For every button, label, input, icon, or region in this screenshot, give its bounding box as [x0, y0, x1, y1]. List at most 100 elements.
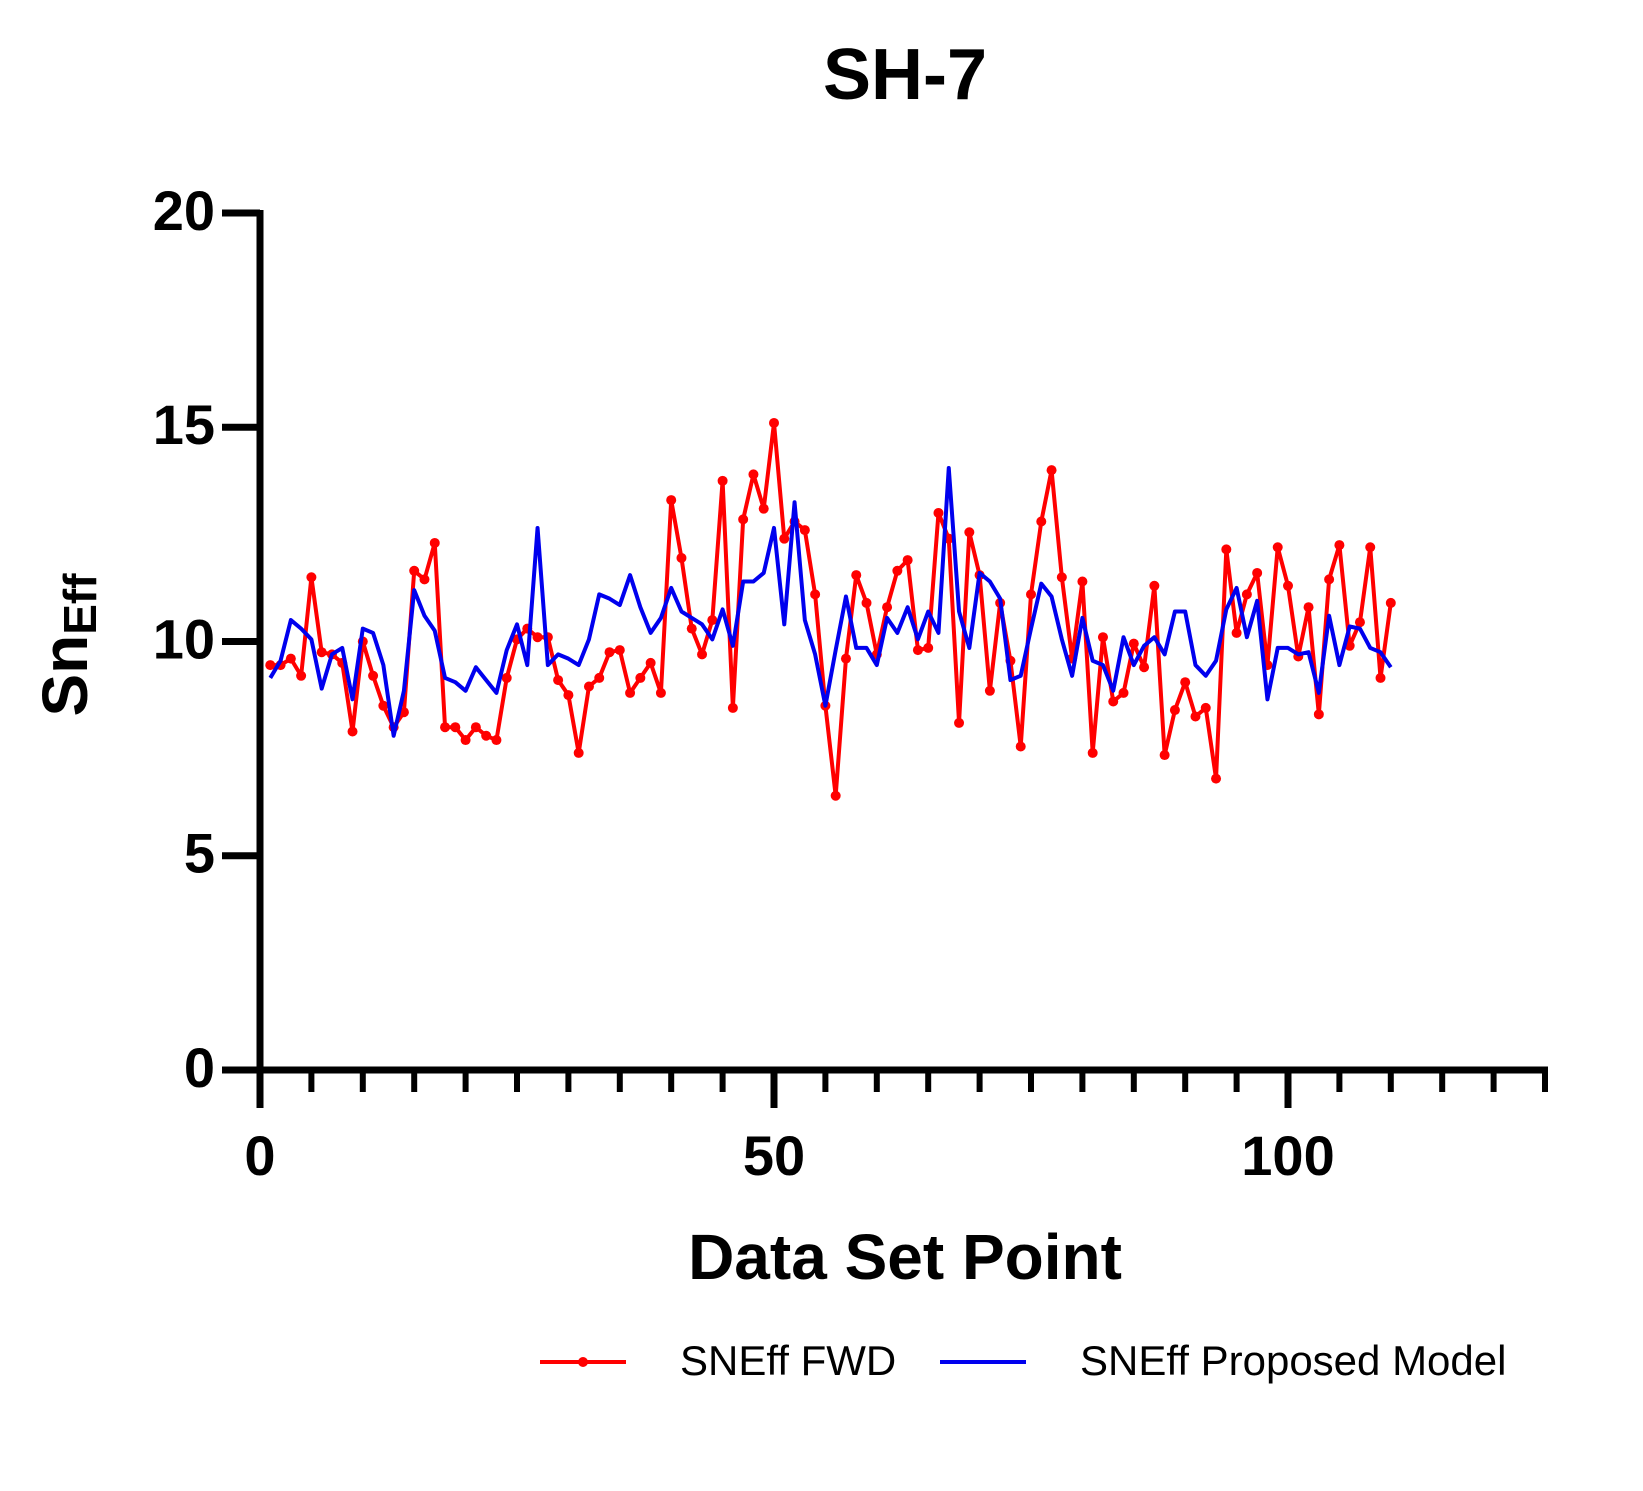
series-marker — [491, 735, 502, 746]
series-marker — [1252, 567, 1263, 578]
series-marker — [748, 469, 759, 480]
series-marker — [306, 572, 317, 583]
series-marker — [501, 672, 512, 683]
y-tick-label: 20 — [153, 179, 215, 242]
y-tick-label: 15 — [153, 393, 215, 456]
series-marker — [316, 647, 327, 658]
series-marker — [409, 565, 420, 576]
series-marker — [810, 589, 821, 600]
series-marker — [460, 735, 471, 746]
series-marker — [1231, 627, 1242, 638]
series-marker — [481, 730, 492, 741]
series-marker — [799, 525, 810, 536]
series-marker — [861, 597, 872, 608]
series-marker — [347, 726, 358, 737]
series-marker — [964, 527, 975, 538]
series-marker — [830, 790, 841, 801]
x-tick-label: 0 — [244, 1124, 275, 1187]
legend-label: SNEff Proposed Model — [1080, 1337, 1506, 1384]
series-marker — [738, 514, 749, 525]
y-axis-label-main: Sn — [29, 635, 101, 717]
x-axis-label: Data Set Point — [688, 1221, 1122, 1293]
legend-label: SNEff FWD — [680, 1337, 896, 1384]
series-marker — [1385, 597, 1396, 608]
series-marker — [265, 660, 276, 671]
series-marker — [296, 670, 307, 681]
series-marker — [1375, 672, 1386, 683]
series-marker — [1180, 677, 1191, 688]
legend-marker — [578, 1357, 588, 1367]
series-marker — [727, 702, 738, 713]
series-marker — [1149, 580, 1160, 591]
series-marker — [1241, 589, 1252, 600]
series-marker — [1324, 574, 1335, 585]
series-marker — [1200, 702, 1211, 713]
series-marker — [1221, 544, 1232, 555]
series-marker — [1087, 747, 1098, 758]
series-marker — [625, 687, 636, 698]
series-marker — [1128, 638, 1139, 649]
series-marker — [1354, 617, 1365, 628]
series-marker — [1108, 696, 1119, 707]
y-tick-label: 5 — [184, 822, 215, 885]
series-marker — [470, 722, 481, 733]
series-marker — [645, 657, 656, 668]
series-marker — [758, 503, 769, 514]
series-marker — [553, 675, 564, 686]
series-marker — [697, 649, 708, 660]
series-marker — [429, 537, 440, 548]
series-marker — [440, 722, 451, 733]
series-marker — [604, 647, 615, 658]
series-marker — [933, 507, 944, 518]
series-marker — [769, 417, 779, 428]
series-marker — [419, 574, 430, 585]
series-marker — [378, 700, 389, 711]
series-marker — [666, 495, 677, 506]
series-marker — [1272, 542, 1283, 553]
series-marker — [1046, 465, 1057, 476]
series-marker — [1097, 632, 1108, 643]
series-marker — [1056, 572, 1067, 583]
series-marker — [614, 645, 625, 656]
series-marker — [1211, 773, 1222, 784]
series-marker — [902, 555, 913, 566]
series-marker — [573, 747, 584, 758]
series-marker — [1026, 589, 1036, 600]
series-marker — [594, 672, 605, 683]
y-tick-label: 10 — [153, 607, 215, 670]
series-marker — [676, 552, 687, 563]
series-marker — [717, 475, 728, 486]
series-marker — [984, 685, 995, 696]
y-axis-label: SnEff — [29, 573, 106, 717]
series-marker — [532, 632, 543, 643]
series-marker — [1036, 516, 1047, 527]
series-marker — [882, 602, 893, 613]
series-marker — [892, 565, 903, 576]
series-marker — [655, 687, 666, 698]
series-marker — [851, 570, 862, 581]
series-line — [268, 465, 1393, 738]
series-marker — [1118, 687, 1129, 698]
x-tick-label: 50 — [743, 1124, 805, 1187]
series-marker — [1139, 662, 1150, 673]
series-marker — [912, 645, 923, 656]
series-marker — [1334, 540, 1345, 551]
series-marker — [1190, 711, 1201, 722]
y-axis-label-sub: Eff — [54, 573, 106, 635]
series-marker — [923, 642, 934, 653]
series-marker — [1077, 576, 1088, 587]
series-marker — [1303, 602, 1314, 613]
series-line — [270, 420, 1393, 798]
series-marker — [285, 653, 296, 664]
series-marker — [583, 681, 594, 692]
series-marker — [779, 533, 790, 544]
series-marker — [707, 615, 718, 626]
series-marker — [563, 690, 574, 701]
series-marker — [1313, 709, 1324, 720]
series-marker — [450, 722, 461, 733]
series-marker — [1015, 741, 1026, 752]
series-marker — [1159, 750, 1170, 761]
series-marker — [368, 670, 379, 681]
